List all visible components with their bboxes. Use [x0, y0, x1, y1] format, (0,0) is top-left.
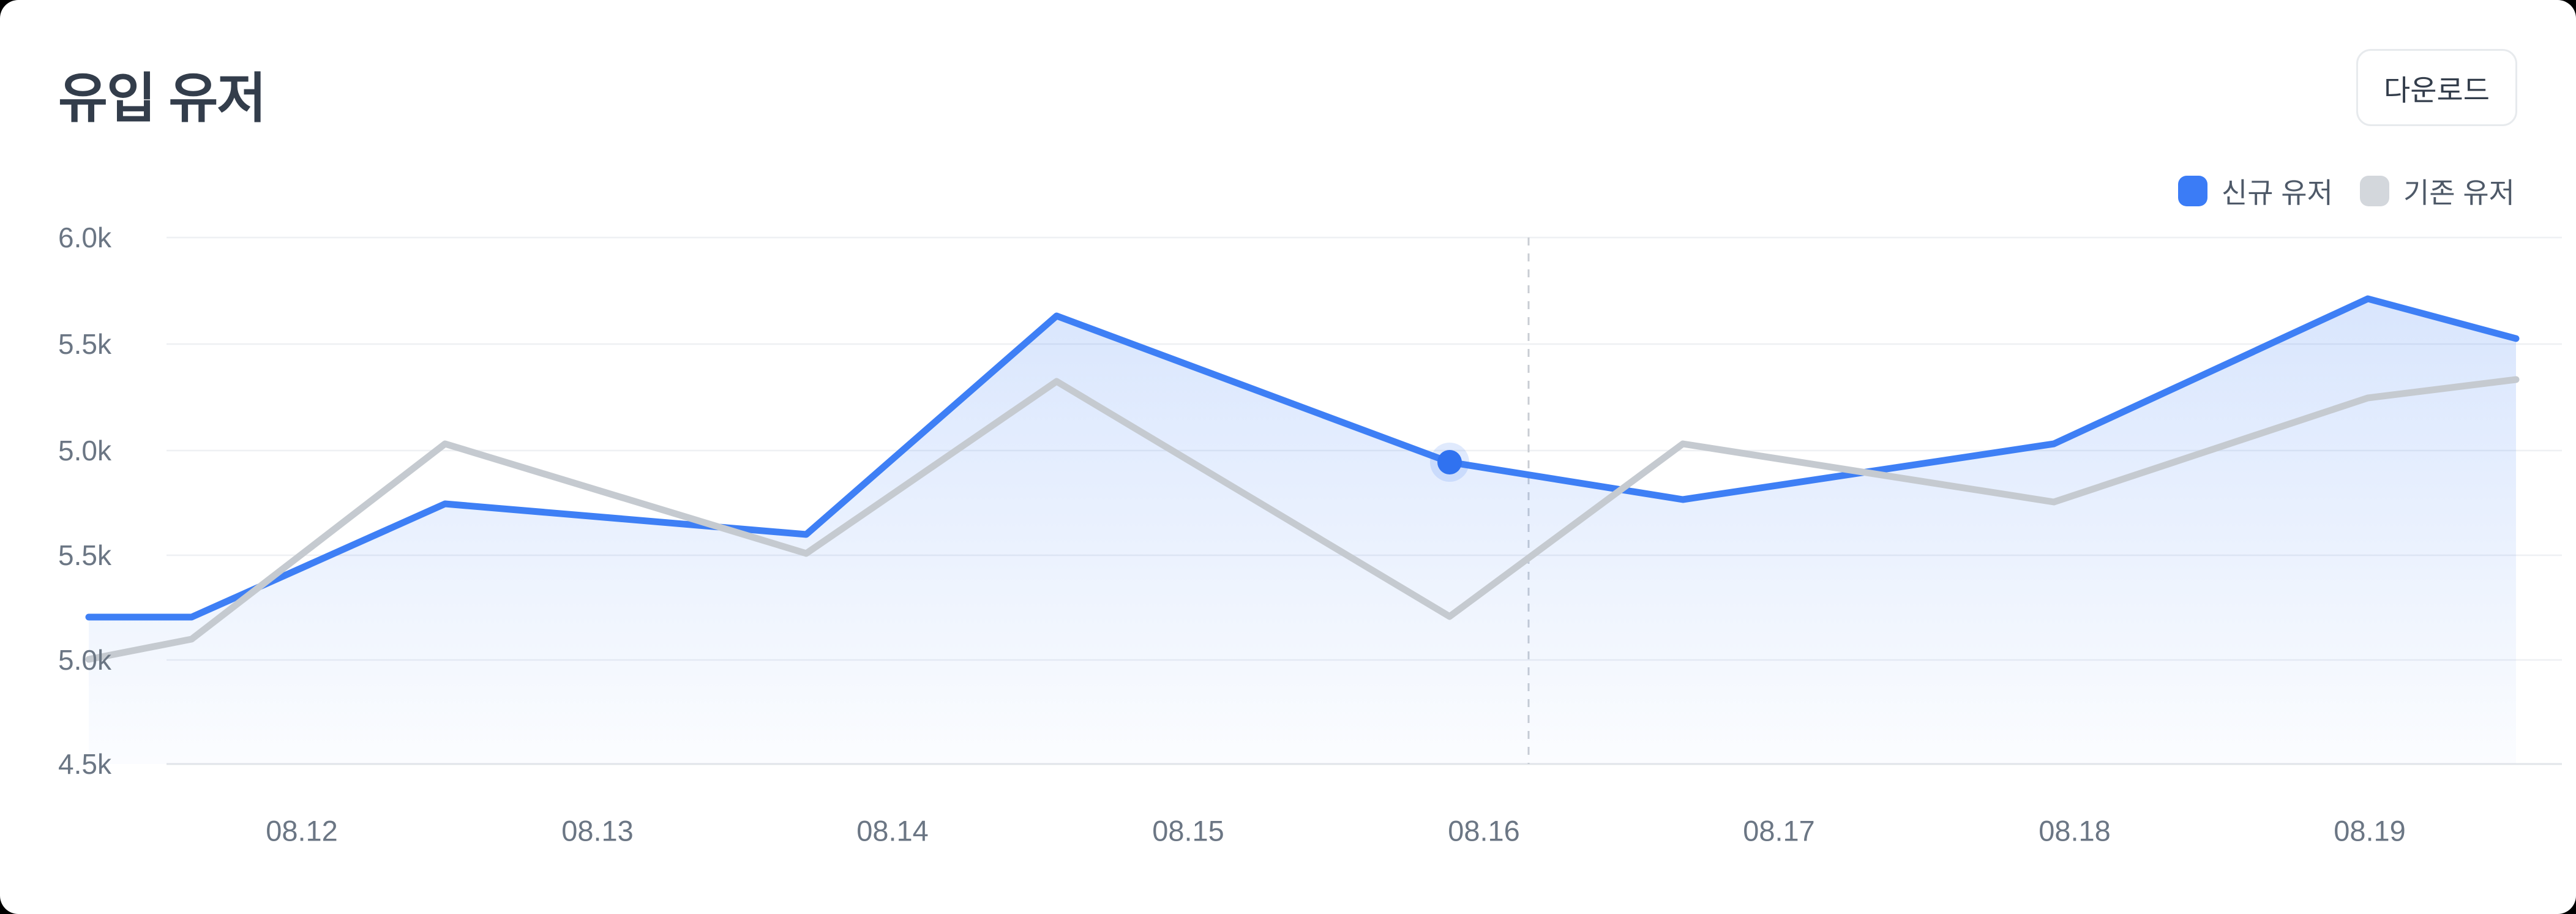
y-tick-label: 4.5k — [58, 748, 111, 780]
y-tick-label: 6.0k — [58, 222, 111, 253]
x-tick-label: 08.14 — [856, 814, 929, 847]
series-group — [85, 295, 2520, 764]
legend-item-new-users[interactable]: 신규 유저 — [2177, 171, 2333, 211]
legend-label: 신규 유저 — [2221, 177, 2333, 209]
x-tick-label: 08.16 — [1448, 814, 1520, 847]
existing-users-line — [85, 376, 2520, 663]
y-tick-label: 5.0k — [58, 435, 111, 466]
x-tick-label: 08.18 — [2039, 814, 2111, 847]
y-tick-label: 5.5k — [58, 539, 111, 571]
x-tick-label: 08.17 — [1743, 814, 1815, 847]
legend-label: 기존 유저 — [2403, 177, 2515, 209]
x-tick-label: 08.15 — [1152, 814, 1224, 847]
legend-swatch-gray-icon — [2359, 176, 2389, 206]
legend-item-existing-users[interactable]: 기존 유저 — [2359, 171, 2515, 211]
highlight-point-dot[interactable] — [1437, 450, 1462, 474]
y-tick-label: 5.5k — [58, 328, 111, 360]
chart-legend: 신규 유저 기존 유저 — [2177, 175, 2515, 209]
x-tick-label: 08.12 — [266, 814, 338, 847]
highlight-group — [1430, 443, 1469, 482]
legend-swatch-blue-icon — [2177, 176, 2207, 206]
y-tick-label: 5.0k — [58, 644, 111, 676]
page-title: 유입 유저 — [58, 68, 266, 129]
x-tick-label: 08.19 — [2334, 814, 2406, 847]
x-tick-label: 08.13 — [561, 814, 634, 847]
new-users-line — [85, 295, 2520, 621]
download-button[interactable]: 다운로드 — [2356, 49, 2517, 126]
